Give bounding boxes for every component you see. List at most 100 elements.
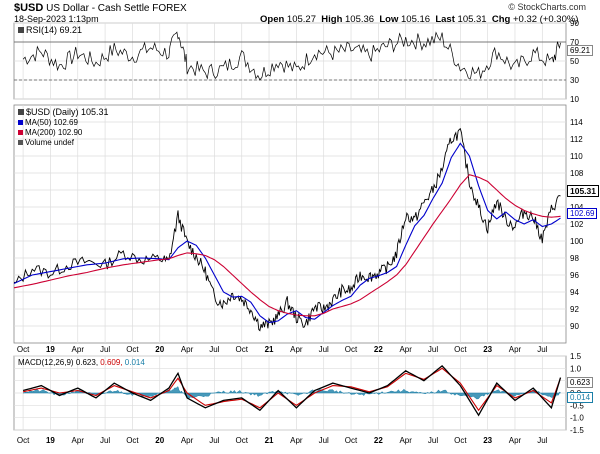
ma200-legend-text: MA(200) 102.90 bbox=[25, 128, 83, 137]
macd-x-tick-label: 23 bbox=[483, 436, 492, 445]
macd-line bbox=[22, 365, 562, 417]
macd-x-tick-label: Oct bbox=[345, 436, 358, 445]
price-x-tick-label: Jul bbox=[100, 345, 110, 354]
price-label: $USD (Daily) 105.31 bbox=[18, 107, 109, 117]
rsi-legend-swatch bbox=[18, 27, 24, 33]
price-legend-swatch bbox=[18, 109, 24, 115]
open-value: 105.27 bbox=[286, 14, 316, 25]
low-label: Low bbox=[379, 14, 399, 25]
price-y-tick-label: 96 bbox=[570, 271, 579, 280]
price-x-tick-label: Jul bbox=[209, 345, 219, 354]
price-x-tick-label: Jul bbox=[428, 345, 438, 354]
chg-value: +0.32 (+0.30%) bbox=[512, 14, 579, 25]
ma50-legend-text: MA(50) 102.69 bbox=[25, 118, 78, 127]
rsi-label: RSI(14) 69.21 bbox=[18, 25, 82, 35]
hist-value: 0.014 bbox=[124, 358, 145, 367]
rsi-y-tick-label: 90 bbox=[570, 19, 579, 28]
macd-y-tick-label: 1.5 bbox=[570, 352, 582, 361]
macd-x-tick-label: 20 bbox=[155, 436, 164, 445]
price-y-tick-label: 94 bbox=[570, 288, 579, 297]
rsi-y-tick-label: 50 bbox=[570, 57, 579, 66]
last-price-tag: 105.31 bbox=[567, 185, 599, 197]
price-y-tick-label: 114 bbox=[570, 118, 583, 127]
macd-y-tick-label: -1.0 bbox=[570, 414, 584, 423]
price-x-tick-label: 20 bbox=[155, 345, 164, 354]
price-y-tick-label: 100 bbox=[570, 237, 584, 246]
price-y-tick-label: 92 bbox=[570, 305, 579, 314]
macd-y-tick-label: -0.5 bbox=[570, 401, 584, 410]
price-y-tick-label: 110 bbox=[570, 152, 583, 161]
price-title: $USD (Daily) 105.31 bbox=[26, 107, 109, 117]
price-x-tick-label: Oct bbox=[17, 345, 30, 354]
macd-value: 0.623, bbox=[75, 358, 99, 367]
grid-layer bbox=[14, 22, 566, 431]
ma50-legend: MA(50) 102.69 bbox=[18, 118, 78, 127]
macd-value-tag: 0.623 bbox=[567, 377, 594, 388]
macd-x-tick-label: Apr bbox=[509, 436, 522, 445]
macd-x-tick-label: Oct bbox=[17, 436, 30, 445]
macd-x-tick-label: Jul bbox=[428, 436, 438, 445]
rsi-y-tick-label: 30 bbox=[570, 76, 579, 85]
macd-x-tick-label: Jul bbox=[100, 436, 110, 445]
signal-value: 0.609, bbox=[100, 358, 123, 367]
high-label: High bbox=[321, 14, 343, 25]
macd-x-tick-label: Jul bbox=[319, 436, 329, 445]
ma50-swatch bbox=[18, 120, 23, 125]
rsi-line bbox=[22, 31, 561, 81]
price-x-tick-label: 22 bbox=[374, 345, 383, 354]
macd-label: MACD(12,26,9) 0.623, 0.609, 0.014 bbox=[18, 358, 145, 367]
symbol: $USD bbox=[14, 2, 44, 14]
price-x-tick-label: Apr bbox=[72, 345, 85, 354]
chg-label: Chg bbox=[491, 14, 511, 25]
exchange: FOREX bbox=[152, 3, 187, 14]
volume-legend-text: Volume undef bbox=[25, 138, 74, 147]
price-x-tick-label: 19 bbox=[46, 345, 55, 354]
price-y-tick-label: 108 bbox=[570, 169, 584, 178]
price-y-tick-label: 90 bbox=[570, 322, 579, 331]
low-value: 105.16 bbox=[401, 14, 431, 25]
instrument-name: US Dollar - Cash Settle bbox=[46, 3, 150, 14]
macd-x-tick-label: Oct bbox=[235, 436, 248, 445]
volume-swatch bbox=[18, 140, 23, 145]
series-layer bbox=[13, 31, 562, 417]
macd-x-tick-label: Apr bbox=[181, 436, 194, 445]
price-x-tick-label: Jul bbox=[319, 345, 329, 354]
rsi-value-tag: 69.21 bbox=[567, 45, 594, 56]
last-label: Last bbox=[435, 14, 455, 25]
ma200-legend: MA(200) 102.90 bbox=[18, 128, 82, 137]
macd-x-tick-label: Jul bbox=[209, 436, 219, 445]
macd-x-tick-label: Jul bbox=[537, 436, 547, 445]
macd-y-tick-label: 1.0 bbox=[570, 364, 582, 373]
macd-y-tick-label: -1.5 bbox=[570, 426, 584, 435]
price-y-tick-label: 98 bbox=[570, 254, 579, 263]
macd-x-tick-label: Oct bbox=[454, 436, 467, 445]
price-x-tick-label: Oct bbox=[454, 345, 467, 354]
watermark: © StockCharts.com bbox=[508, 2, 586, 12]
price-x-tick-label: 21 bbox=[265, 345, 274, 354]
ma200-swatch bbox=[18, 130, 23, 135]
price-x-tick-label: Oct bbox=[235, 345, 248, 354]
price-y-tick-label: 104 bbox=[570, 203, 584, 212]
price-x-tick-label: Apr bbox=[509, 345, 522, 354]
high-value: 105.36 bbox=[345, 14, 375, 25]
macd-histogram bbox=[22, 386, 561, 400]
macd-x-tick-label: 21 bbox=[265, 436, 274, 445]
chart-title: $USD US Dollar - Cash Settle FOREX bbox=[14, 2, 187, 14]
last-value: 105.31 bbox=[457, 14, 487, 25]
hist-value-tag: 0.014 bbox=[567, 392, 594, 403]
macd-x-tick-label: 19 bbox=[46, 436, 55, 445]
price-x-tick-label: Oct bbox=[345, 345, 358, 354]
rsi-y-tick-label: 70 bbox=[570, 38, 579, 47]
open-label: Open bbox=[260, 14, 285, 25]
macd-x-tick-label: 22 bbox=[374, 436, 383, 445]
ma200-line bbox=[13, 174, 561, 317]
volume-legend: Volume undef bbox=[18, 138, 74, 147]
rsi-label-text: RSI(14) 69.21 bbox=[26, 25, 83, 35]
price-x-tick-label: Apr bbox=[290, 345, 303, 354]
price-x-tick-label: 23 bbox=[483, 345, 492, 354]
macd-x-tick-label: Apr bbox=[290, 436, 303, 445]
quote-bar: Open 105.27 High 105.36 Low 105.16 Last … bbox=[260, 14, 578, 25]
price-y-tick-label: 102 bbox=[570, 220, 584, 229]
macd-x-tick-label: Oct bbox=[126, 436, 139, 445]
